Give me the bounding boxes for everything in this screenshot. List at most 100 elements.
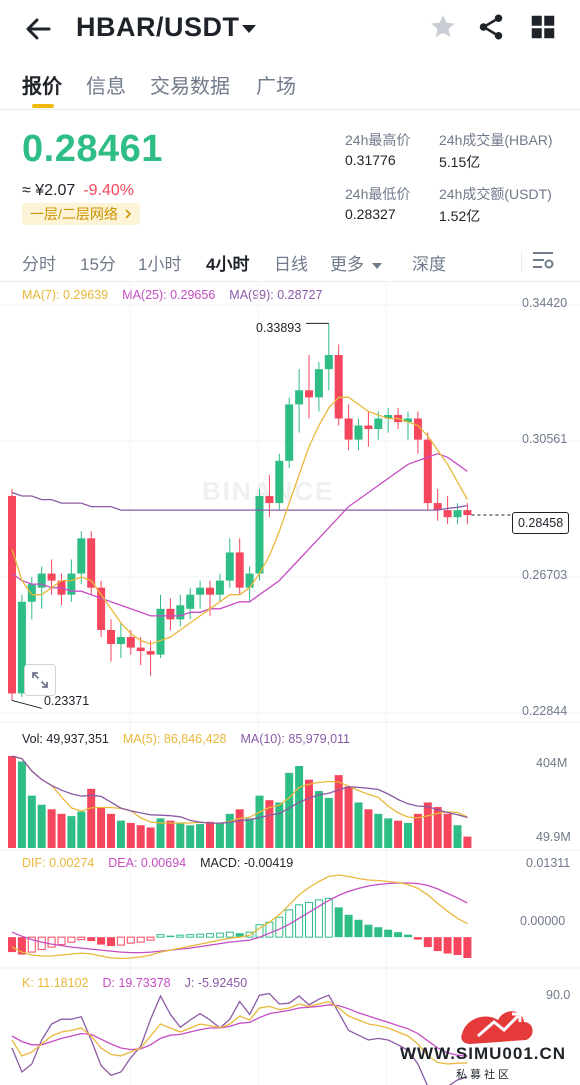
candle-body [156,608,165,655]
tab-quote[interactable]: 报价 [22,76,62,98]
interval-1h[interactable]: 1小时 [138,255,182,274]
macd-bar [384,929,393,938]
candle-body [136,647,145,652]
macd-bar [433,937,442,952]
volume-ma5-line [11,755,468,825]
candle-body [285,404,294,461]
high-label: 24h最高价 [345,132,411,148]
macd-bar [215,932,224,938]
ma7-label: MA(7): 0.29639 [22,288,109,302]
volume-bar [156,818,165,848]
volume-ma5-label: MA(5): 86,846,428 [122,732,227,746]
macd-bar [374,927,383,938]
macd-bar [305,901,313,938]
pair-title[interactable]: HBAR/USDT [76,12,240,42]
kdj-d-label: D: 19.73378 [102,976,171,990]
volume-bar [235,809,244,848]
network-badge[interactable]: 一层/二层网络 [22,203,140,225]
volume-bar [384,818,393,848]
interval-1d[interactable]: 日线 [274,255,308,274]
back-arrow-icon[interactable] [18,12,58,46]
share-icon[interactable] [476,12,508,44]
interval-4h[interactable]: 4小时 [206,255,250,274]
macd-bar [334,907,343,938]
site-stamp-sub: 私募社区 [456,1069,512,1081]
current-price-tag: 0.28458 [512,512,570,534]
interval-timeline[interactable]: 分时 [22,255,56,274]
candle-body [126,637,135,648]
macd-dea-line [11,882,468,954]
macd-bar [344,914,353,938]
candle-body [215,580,224,595]
macd-bar [245,931,254,938]
volume-base-label: 24h成交量(HBAR) [439,132,553,148]
high-value: 0.31776 [345,152,396,168]
volume-bar [413,813,422,848]
macd-bar [453,937,462,956]
candle-body [37,573,46,588]
volume-bar [265,800,274,848]
candle-body [295,390,304,405]
volume-bar [433,807,442,848]
volume-bar [136,825,145,848]
candle-body [374,418,383,430]
macd-axis-top: 0.01311 [526,856,571,870]
macd-bar [225,931,234,938]
grid-icon[interactable] [528,12,560,44]
candle-body [255,496,264,574]
ma-legend: MA(7): 0.29639 MA(25): 0.29656 MA(99): 0.2… [22,288,336,302]
volume-bar [404,822,412,848]
tab-square[interactable]: 广场 [256,76,296,98]
low-marker-label: 0.23371 [44,694,90,708]
volume-bar [394,820,403,848]
tab-info[interactable]: 信息 [86,76,126,98]
macd-bar [295,904,304,938]
price-axis-top: 0.34420 [522,296,568,310]
kdj-j-label: J: -5.92450 [184,976,248,990]
kline-chart[interactable] [0,282,580,1085]
kdj-j-line [11,992,468,1085]
volume-bar [354,802,363,848]
volume-bar [37,804,46,848]
price-axis-low: 0.26703 [522,568,568,582]
macd-axis-mid: 0.00000 [520,914,566,928]
candle-body [364,425,373,430]
candle-body [27,584,36,602]
active-tab-indicator [32,104,54,108]
volume-bar [196,824,205,848]
tab-trading-data[interactable]: 交易数据 [150,76,230,98]
volume-bar [443,813,452,848]
candle-body [423,439,432,504]
volume-bar [255,795,264,848]
macd-bar [136,936,145,943]
volume-axis-top: 404M [536,756,568,770]
macd-bar [97,937,106,945]
macd-dea-label: DEA: 0.00694 [108,856,187,870]
volume-bar [166,820,175,848]
candle-body [354,425,363,440]
price-axis-mid: 0.30561 [522,432,568,446]
chart-settings-icon[interactable] [530,248,558,274]
kdj-axis-top: 90.0 [546,988,571,1002]
interval-more[interactable]: 更多 [330,250,382,275]
caret-down-icon[interactable] [240,20,258,38]
site-logo-icon [461,1011,533,1044]
candle-body [186,594,195,609]
kdj-legend: K: 11.18102 D: 19.73378 J: -5.92450 [22,976,261,990]
star-icon[interactable] [428,12,460,44]
macd-bar [235,933,244,938]
candle-body [196,587,205,595]
volume-bar [17,761,26,848]
macd-bar [285,909,294,938]
volume-bar [47,809,56,848]
volume-bar [245,818,254,848]
interval-depth[interactable]: 深度 [412,255,446,274]
volume-bar [87,788,96,848]
expand-icon[interactable] [24,664,56,696]
candle-body [384,414,393,419]
volume-bar [67,816,76,848]
low-value: 0.28327 [345,206,396,222]
volume-bar [116,820,125,848]
interval-15m[interactable]: 15分 [80,255,116,274]
candle-body [176,605,185,620]
